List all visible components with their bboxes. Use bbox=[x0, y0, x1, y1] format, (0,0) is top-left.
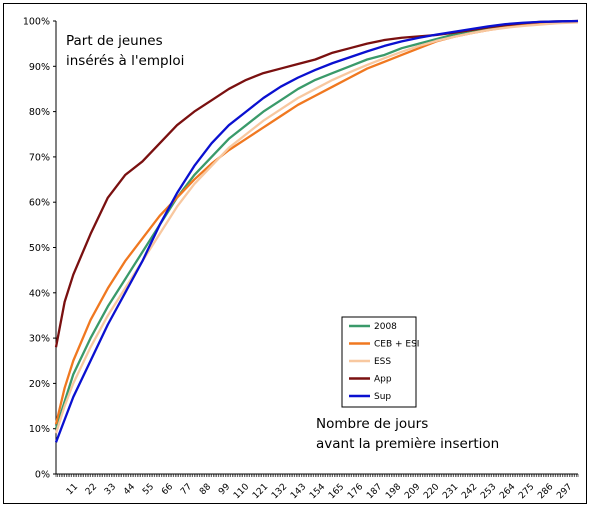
y-tick-label: 50% bbox=[29, 243, 50, 254]
x-tick-label: 209 bbox=[403, 482, 422, 501]
x-tick-label: 297 bbox=[555, 482, 574, 501]
y-tick-label: 10% bbox=[29, 424, 50, 435]
legend-label: App bbox=[374, 375, 392, 385]
legend-label: 2008 bbox=[374, 322, 397, 332]
x-tick-label: 33 bbox=[103, 482, 118, 497]
x-tick-label: 77 bbox=[179, 482, 194, 497]
x-tick-label: 187 bbox=[365, 482, 384, 501]
x-tick-label: 264 bbox=[498, 482, 517, 501]
y-tick-label: 60% bbox=[29, 198, 50, 209]
y-tick-label: 20% bbox=[29, 379, 50, 390]
annotation-top-line-2: insérés à l'emploi bbox=[66, 53, 184, 69]
series-line-1 bbox=[54, 19, 579, 425]
axes: 0% 10% 20% 30% 40% 50% 60% 70% 80% 90% 100% 11 22 33 4… bbox=[23, 17, 579, 501]
x-tick-label: 55 bbox=[141, 482, 156, 497]
annotation-top-line-1: Part de jeunes bbox=[66, 33, 163, 49]
legend-label: Sup bbox=[374, 392, 391, 402]
y-tick-label: 40% bbox=[29, 288, 50, 299]
chart-frame bbox=[3, 3, 587, 504]
x-tick-label: 154 bbox=[308, 482, 327, 501]
annotation-bottom: Nombre de jours avant la première insert… bbox=[316, 416, 499, 452]
x-tick-label: 99 bbox=[217, 482, 232, 497]
x-tick-label: 220 bbox=[422, 482, 441, 501]
x-tick-label: 231 bbox=[441, 482, 460, 501]
legend-label: CEB + ESI bbox=[374, 340, 419, 350]
legend: 2008 CEB + ESI ESS App Sup bbox=[341, 316, 419, 408]
x-tick-label: 44 bbox=[122, 482, 137, 497]
x-tick-label: 66 bbox=[160, 482, 175, 497]
y-tick-label: 0% bbox=[35, 470, 50, 481]
series-line-2 bbox=[54, 21, 579, 434]
x-tick-label: 11 bbox=[65, 482, 80, 497]
x-tick-label: 121 bbox=[251, 482, 270, 501]
x-tick-label: 286 bbox=[536, 482, 555, 501]
x-tick-label: 176 bbox=[346, 482, 365, 501]
y-tick-label: 80% bbox=[29, 107, 50, 118]
x-tick-label: 143 bbox=[289, 482, 308, 501]
annotation-bottom-line-2: avant la première insertion bbox=[316, 436, 499, 452]
legend-label: ESS bbox=[374, 357, 391, 367]
x-tick-label: 253 bbox=[479, 482, 498, 501]
annotation-top: Part de jeunes insérés à l'emploi bbox=[66, 33, 184, 69]
x-tick-label: 275 bbox=[517, 482, 536, 501]
x-tick-label: 22 bbox=[84, 482, 99, 497]
annotation-bottom-line-1: Nombre de jours bbox=[316, 416, 428, 432]
y-tick-label: 100% bbox=[23, 17, 50, 28]
y-tick-label: 90% bbox=[29, 62, 50, 73]
y-tick-label: 30% bbox=[29, 334, 50, 345]
series-layer bbox=[54, 19, 579, 443]
x-tick-label: 132 bbox=[270, 482, 289, 501]
x-tick-label: 165 bbox=[327, 482, 346, 501]
x-tick-label: 88 bbox=[198, 482, 213, 497]
series-line-4 bbox=[54, 19, 579, 443]
y-tick-label: 70% bbox=[29, 152, 50, 163]
x-tick-label: 198 bbox=[384, 482, 403, 501]
series-line-0 bbox=[54, 19, 579, 430]
x-tick-label: 242 bbox=[460, 482, 479, 501]
x-tick-label: 110 bbox=[232, 482, 251, 501]
